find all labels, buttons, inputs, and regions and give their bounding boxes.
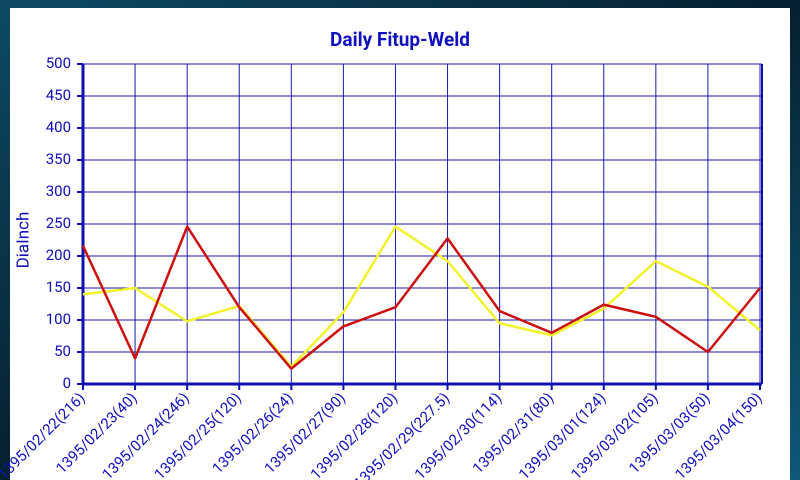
y-tick-label: 500 bbox=[46, 54, 71, 72]
y-tick-label: 350 bbox=[46, 150, 71, 168]
y-tick-label: 50 bbox=[54, 342, 71, 360]
y-tick-label: 250 bbox=[46, 214, 71, 232]
chart-panel bbox=[10, 8, 790, 480]
y-axis-label: DiaInch bbox=[13, 212, 33, 269]
y-tick-label: 100 bbox=[46, 310, 71, 328]
series-line bbox=[81, 225, 761, 370]
y-tick-label: 200 bbox=[46, 246, 71, 264]
chart-title: Daily Fitup-Weld bbox=[330, 28, 470, 51]
y-tick-label: 150 bbox=[46, 278, 71, 296]
y-tick-label: 0 bbox=[63, 374, 71, 392]
y-tick-label: 300 bbox=[46, 182, 71, 200]
y-tick-label: 450 bbox=[46, 86, 71, 104]
y-tick-label: 400 bbox=[46, 118, 71, 136]
series-line bbox=[82, 225, 761, 368]
